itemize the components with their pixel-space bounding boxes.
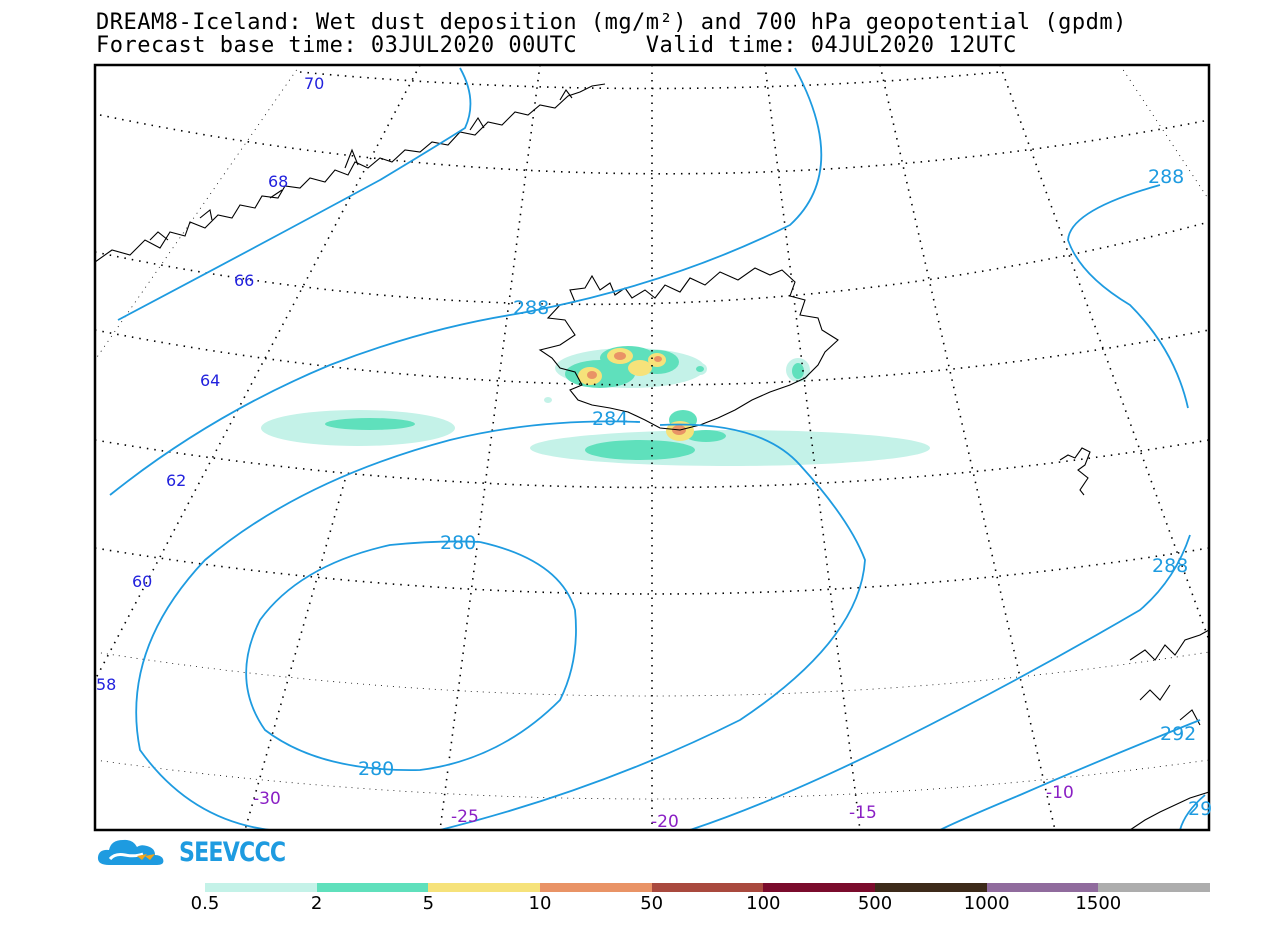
- dust-deposition-field: [261, 346, 930, 466]
- contour-label-284: 284: [592, 408, 628, 430]
- lat-label-62: 62: [166, 471, 186, 490]
- legend-swatch-0: [205, 883, 317, 892]
- contour-label-280-bottom: 280: [358, 758, 394, 780]
- cloud-logo-icon: [97, 839, 164, 865]
- legend-label-6: 500: [857, 893, 893, 914]
- latitude-labels: 70 68 66 64 62 60 58: [96, 74, 324, 694]
- legend-swatch-6: [875, 883, 987, 892]
- legend-label-1: 2: [310, 893, 323, 914]
- contour-labels: 288 288 284 280 280 288 292 29: [358, 166, 1212, 820]
- seevccc-logo: SEEVCCC: [95, 834, 309, 870]
- latitude-gridlines: [95, 71, 1209, 800]
- lat-label-68: 68: [268, 172, 288, 191]
- legend-swatch-7: [986, 883, 1099, 892]
- contour-label-29: 29: [1188, 798, 1212, 820]
- contour-label-288-southeast: 288: [1152, 555, 1188, 577]
- contour-label-288-iceland: 288: [513, 297, 549, 319]
- color-legend: [205, 883, 1211, 892]
- map-title-line2: Forecast base time: 03JUL2020 00UTC Vali…: [96, 33, 1017, 58]
- lat-label-58: 58: [96, 675, 116, 694]
- legend-swatch-5: [763, 883, 876, 892]
- legend-label-7: 1000: [963, 893, 1010, 914]
- lat-label-60: 60: [132, 572, 152, 591]
- legend-swatch-2: [428, 883, 541, 892]
- legend-label-0: 0.5: [190, 893, 220, 914]
- legend-swatch-4: [651, 883, 764, 892]
- lon-label-minus-15: -15: [849, 803, 877, 823]
- legend-swatch-3: [540, 883, 652, 892]
- logo-text: SEEVCCC: [179, 836, 286, 868]
- lon-label-minus-25: -25: [451, 807, 479, 827]
- lon-label-minus-30: -30: [253, 789, 281, 809]
- lat-label-66: 66: [234, 271, 254, 290]
- legend-label-8: 1500: [1075, 893, 1122, 914]
- longitude-labels: -30 -25 -20 -15 -10: [253, 783, 1074, 832]
- legend-swatch-1: [316, 883, 429, 892]
- legend-label-4: 50: [640, 893, 664, 914]
- map-title-line1: DREAM8-Iceland: Wet dust deposition (mg/…: [96, 10, 1127, 35]
- map-frame: [93, 63, 1211, 832]
- color-legend-labels: 0.5 2 5 10 50 100 500 1000 1500: [0, 893, 1276, 917]
- longitude-gridlines: [95, 65, 1209, 830]
- contour-label-288-east: 288: [1148, 166, 1184, 188]
- legend-label-3: 10: [528, 893, 552, 914]
- lon-label-minus-10: -10: [1046, 783, 1074, 803]
- contour-label-292: 292: [1160, 723, 1196, 745]
- contour-label-280-top: 280: [440, 532, 476, 554]
- legend-label-5: 100: [746, 893, 781, 914]
- coastlines: [95, 83, 1209, 830]
- legend-label-2: 5: [422, 893, 435, 914]
- lat-label-70: 70: [304, 74, 324, 93]
- legend-swatch-8: [1098, 883, 1211, 892]
- geopotential-contours: [109, 67, 1206, 830]
- lat-label-64: 64: [200, 371, 220, 390]
- lon-label-minus-20: -20: [651, 812, 679, 832]
